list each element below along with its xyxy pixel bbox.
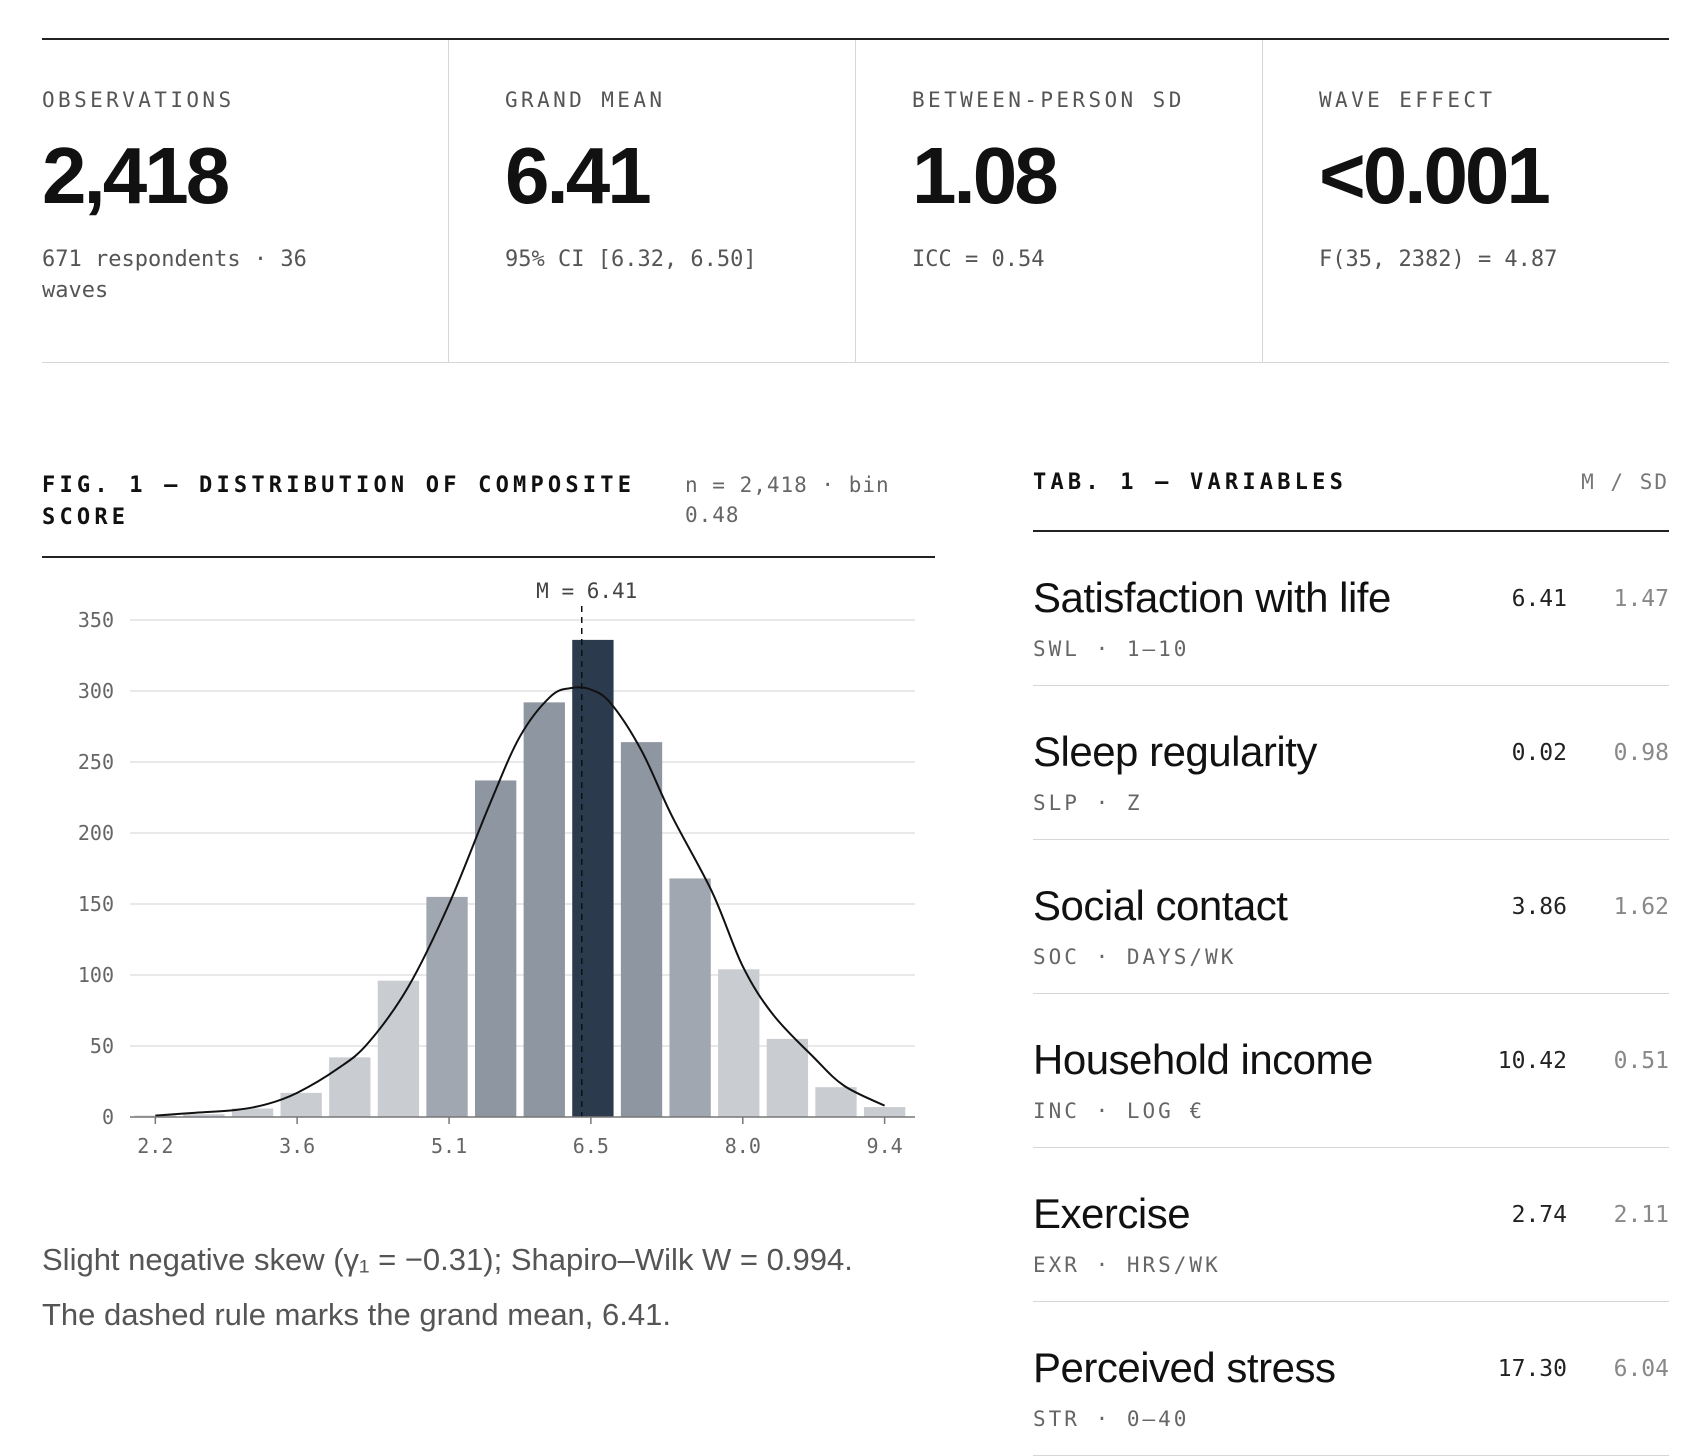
summary-stats: OBSERVATIONS 2,418 671 respondents · 36 … (42, 38, 1669, 363)
stat-label: OBSERVATIONS (42, 88, 235, 112)
stat-value: <0.001 (1319, 131, 1551, 220)
x-tick-label: 9.4 (867, 1134, 903, 1158)
figure-meta: n = 2,418 · bin 0.48 (685, 473, 890, 527)
stat-value: 1.08 (912, 131, 1059, 220)
variable-sd: 6.04 (1613, 1356, 1669, 1382)
mean-label: M = 6.41 (536, 579, 637, 603)
variable-sd: 2.11 (1613, 1202, 1669, 1228)
figure-header: FIG. 1 — DISTRIBUTION OF COMPOSITE SCORE… (42, 470, 935, 558)
variable-mean: 10.42 (1497, 1048, 1567, 1074)
y-tick-label: 300 (78, 679, 114, 703)
table-row: Household income INC · LOG € 10.42 0.51 (1033, 994, 1669, 1148)
histogram-bar (329, 1057, 371, 1117)
variables-table: TAB. 1 — VARIABLES M / SD Satisfaction w… (1033, 470, 1669, 1456)
figure-title: FIG. 1 — DISTRIBUTION OF COMPOSITE SCORE (42, 473, 636, 530)
table-row: Social contact SOC · DAYS/WK 3.86 1.62 (1033, 840, 1669, 994)
x-tick-label: 8.0 (725, 1134, 761, 1158)
stat-value: 2,418 (42, 131, 230, 220)
variable-name: Perceived stress (1033, 1344, 1336, 1391)
variable-name: Satisfaction with life (1033, 574, 1391, 621)
table-header: TAB. 1 — VARIABLES M / SD (1033, 470, 1669, 532)
caption-line: The dashed rule marks the grand mean, 6.… (42, 1297, 671, 1332)
histogram-bar (426, 896, 468, 1117)
x-tick-label: 2.2 (137, 1134, 173, 1158)
table-row: Satisfaction with life SWL · 1–10 6.41 1… (1033, 532, 1669, 686)
y-tick-label: 100 (78, 963, 114, 987)
stat-subtext: ICC = 0.54 (912, 247, 1045, 272)
stat-wave-effect: WAVE EFFECT <0.001 F(35, 2382) = 4.87 (1263, 40, 1669, 362)
histogram-bar (863, 1107, 906, 1117)
x-tick-label: 6.5 (573, 1134, 609, 1158)
histogram-bar (669, 878, 711, 1117)
histogram-bar (474, 780, 517, 1117)
histogram-bar (572, 639, 614, 1117)
variable-code: EXR · HRS/WK (1033, 1253, 1221, 1277)
y-tick-label: 200 (78, 821, 114, 845)
table-columns-label: M / SD (1581, 470, 1669, 494)
histogram-bar (718, 969, 760, 1117)
figure-distribution: FIG. 1 — DISTRIBUTION OF COMPOSITE SCORE… (42, 470, 935, 1332)
stat-observations: OBSERVATIONS 2,418 671 respondents · 36 … (42, 40, 449, 362)
x-tick-label: 3.6 (279, 1134, 315, 1158)
variable-sd: 0.51 (1613, 1048, 1669, 1074)
stat-label: BETWEEN-PERSON SD (912, 88, 1185, 112)
variable-name: Household income (1033, 1036, 1373, 1083)
stat-value: 6.41 (505, 131, 652, 220)
histogram-bar (231, 1108, 274, 1117)
table-row: Sleep regularity SLP · Z 0.02 0.98 (1033, 686, 1669, 840)
variable-mean: 0.02 (1511, 740, 1567, 766)
y-tick-label: 0 (102, 1105, 114, 1129)
histogram-bar (766, 1038, 809, 1117)
variable-sd: 0.98 (1613, 740, 1669, 766)
variable-code: STR · 0–40 (1033, 1407, 1190, 1431)
variable-sd: 1.47 (1613, 586, 1669, 612)
variable-code: INC · LOG € (1033, 1099, 1206, 1123)
y-tick-label: 250 (78, 750, 114, 774)
variable-name: Exercise (1033, 1190, 1191, 1237)
histogram-bar (620, 742, 663, 1117)
caption-line: Slight negative skew (γ₁ = −0.31); Shapi… (42, 1242, 853, 1277)
y-tick-label: 150 (78, 892, 114, 916)
density-curve (155, 686, 886, 1117)
stat-label: GRAND MEAN (505, 88, 666, 112)
variable-mean: 6.41 (1511, 586, 1567, 612)
stat-subtext: 95% CI [6.32, 6.50] (505, 247, 757, 272)
histogram-bar (523, 702, 565, 1117)
x-tick-label: 5.1 (431, 1134, 467, 1158)
variable-name: Social contact (1033, 882, 1288, 929)
stat-grand-mean: GRAND MEAN 6.41 95% CI [6.32, 6.50] (449, 40, 856, 362)
histogram-bar (183, 1114, 225, 1117)
table-row: Perceived stress STR · 0–40 17.30 6.04 (1033, 1302, 1669, 1456)
variable-mean: 2.74 (1511, 1202, 1567, 1228)
stat-label: WAVE EFFECT (1319, 88, 1496, 112)
table-title: TAB. 1 — VARIABLES (1033, 470, 1348, 495)
variable-sd: 1.62 (1613, 894, 1669, 920)
stat-subtext: F(35, 2382) = 4.87 (1319, 247, 1558, 272)
histogram-bar (815, 1087, 857, 1117)
histogram-chart: 0 50 100 150 200 250 300 350 M = 6.41 2.2 3.6 5.1 6.… (78, 579, 915, 1158)
y-tick-label: 50 (90, 1034, 114, 1058)
figure-caption: Slight negative skew (γ₁ = −0.31); Shapi… (42, 1232, 942, 1342)
variable-code: SWL · 1–10 (1033, 637, 1190, 661)
variable-mean: 17.30 (1497, 1356, 1567, 1382)
stat-subtext: 671 respondents · 36 waves (42, 247, 307, 303)
variable-name: Sleep regularity (1033, 728, 1317, 775)
variable-code: SOC · DAYS/WK (1033, 945, 1237, 969)
y-tick-label: 350 (78, 608, 114, 632)
stat-between-person-sd: BETWEEN-PERSON SD 1.08 ICC = 0.54 (856, 40, 1263, 362)
table-row: Exercise EXR · HRS/WK 2.74 2.11 (1033, 1148, 1669, 1302)
variable-mean: 3.86 (1511, 894, 1567, 920)
variable-code: SLP · Z (1033, 791, 1143, 815)
